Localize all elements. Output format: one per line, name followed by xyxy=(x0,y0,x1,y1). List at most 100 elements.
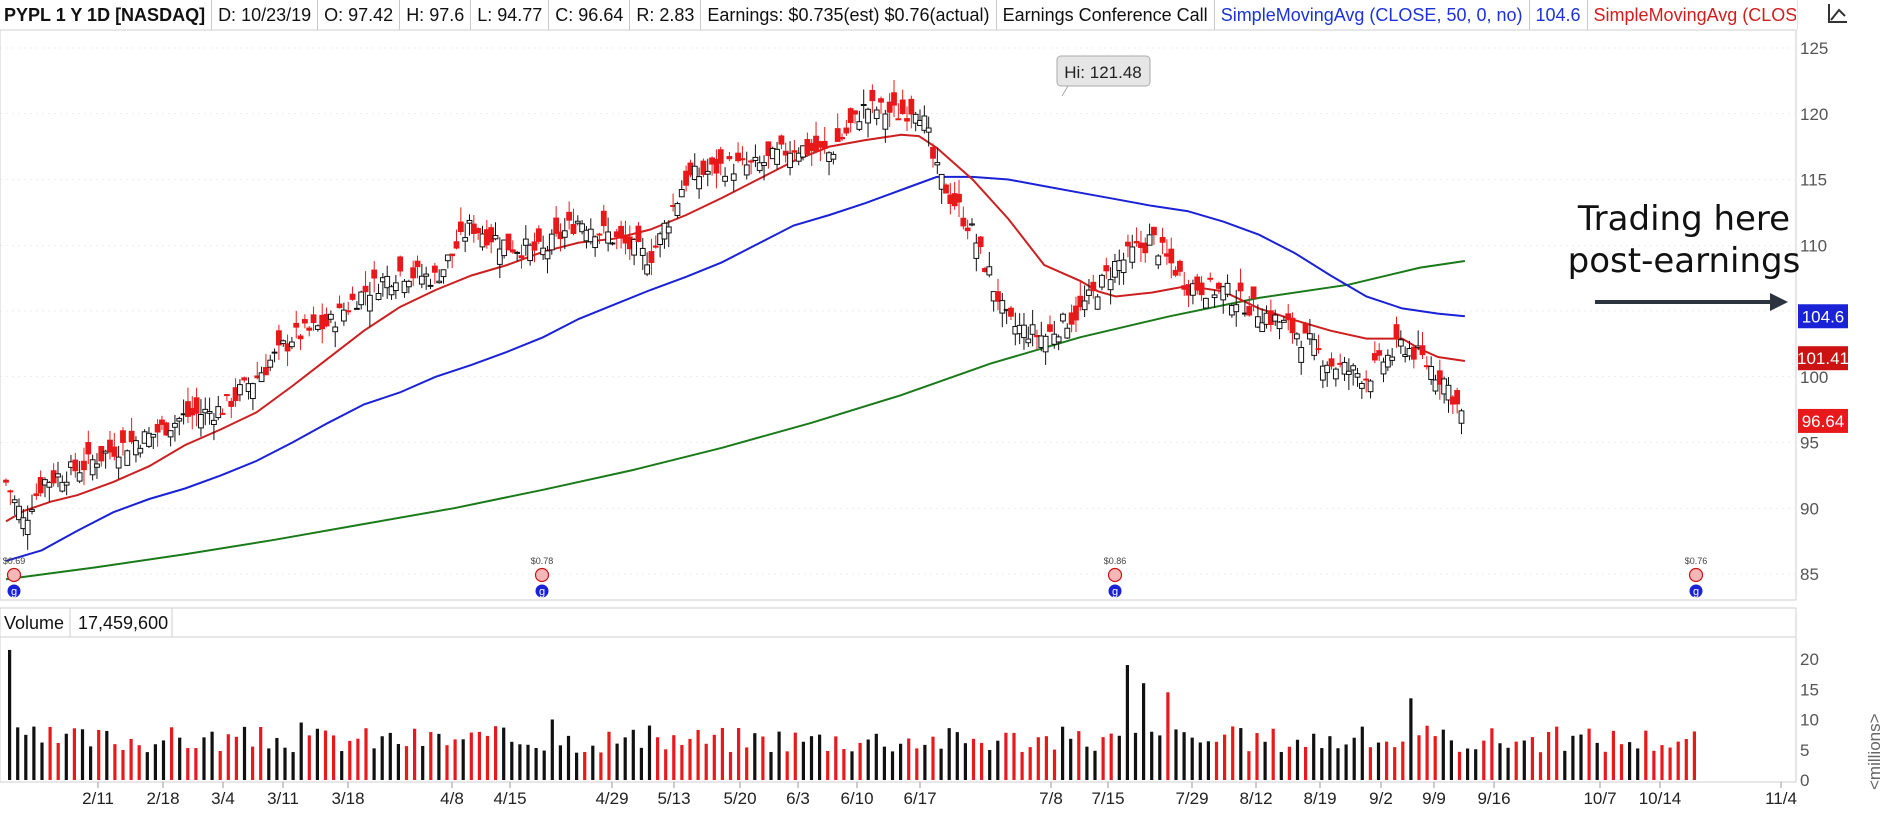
candle-body xyxy=(323,313,330,327)
candle-body xyxy=(198,413,204,429)
volume-bar xyxy=(291,752,295,780)
candle-body xyxy=(146,432,152,447)
volume-bar xyxy=(1506,747,1510,780)
volume-bar xyxy=(1093,750,1097,780)
candle-body xyxy=(847,108,854,124)
candle-body xyxy=(1207,277,1214,280)
volume-bar xyxy=(971,738,976,780)
sma50-label[interactable]: SimpleMovingAvg (CLOSE, 50, 0, no) xyxy=(1220,5,1523,25)
annotation-line-1: Trading here xyxy=(1577,199,1790,239)
date-tick-label: 8/12 xyxy=(1239,789,1272,808)
candle-body xyxy=(821,140,828,149)
volume-bar xyxy=(356,738,360,780)
volume-bar xyxy=(931,736,935,780)
candle-body xyxy=(405,280,412,288)
candle-body xyxy=(496,248,503,265)
candle-body xyxy=(301,319,308,324)
volume-bar xyxy=(1433,736,1437,780)
candle-body xyxy=(1345,370,1352,375)
volume-bar xyxy=(307,735,311,780)
volume-bar xyxy=(315,728,319,780)
candle-body xyxy=(150,433,157,438)
candle-body xyxy=(172,422,178,428)
volume-bar xyxy=(1482,740,1486,780)
conference-call-icon xyxy=(1688,567,1704,583)
volume-bar xyxy=(542,750,546,780)
volume-bar xyxy=(1652,750,1656,780)
price-badge xyxy=(1798,346,1848,371)
volume-bar xyxy=(1619,744,1624,780)
volume-bar xyxy=(1352,737,1356,780)
earnings-markers: $0.69 g $0.78 g $0.86 g $0.76 g xyxy=(3,556,1708,598)
date-tick-label: 10/7 xyxy=(1583,789,1616,808)
volume-bar xyxy=(915,748,919,780)
candle-body xyxy=(938,173,945,190)
candle-body xyxy=(1216,282,1222,289)
candle-body xyxy=(449,253,456,257)
candle-body xyxy=(33,493,40,496)
candle-body xyxy=(869,89,876,102)
candle-body xyxy=(1103,265,1110,272)
candle-body xyxy=(852,110,858,115)
candle-body xyxy=(969,223,975,226)
volume-bar xyxy=(210,731,214,780)
candle-body xyxy=(522,238,529,246)
volume-bar xyxy=(518,744,522,780)
candle-body xyxy=(839,137,845,140)
volume-bar xyxy=(1595,742,1599,780)
candle-body xyxy=(11,499,18,504)
date-tick-label: 10/14 xyxy=(1639,789,1682,808)
high-readout: H: 97.6 xyxy=(400,0,472,30)
earnings-amount: $0.86 xyxy=(1104,556,1127,566)
candle-body xyxy=(397,256,404,272)
volume-bar xyxy=(631,729,635,780)
candle-body xyxy=(856,121,863,130)
candle-body xyxy=(1371,353,1378,361)
volume-bar xyxy=(1028,747,1032,780)
sma-red-label[interactable]: SimpleMovingAvg (CLOSE,... xyxy=(1593,5,1796,25)
price-tick-label: 90 xyxy=(1800,499,1819,518)
candle-body xyxy=(726,156,733,160)
candle-body xyxy=(925,127,932,133)
candle-body xyxy=(908,98,915,115)
candle-body xyxy=(1125,241,1131,247)
date-tick-label: 2/18 xyxy=(146,789,179,808)
earnings-amount: $0.69 xyxy=(3,556,26,566)
candle-body xyxy=(1142,242,1149,254)
volume-bar xyxy=(850,751,854,780)
candle-body xyxy=(1254,316,1261,328)
candle-body xyxy=(1090,281,1097,292)
volume-bar xyxy=(1328,736,1332,780)
volume-bar xyxy=(1223,734,1227,780)
price-tick-label: 85 xyxy=(1800,565,1819,584)
candle-body xyxy=(423,273,430,277)
volume-bar xyxy=(1522,740,1526,780)
volume-bar xyxy=(866,739,870,780)
volume-bar xyxy=(1498,743,1502,780)
candle-body xyxy=(293,322,300,328)
candle-body xyxy=(159,419,165,425)
volume-bar xyxy=(1376,742,1381,780)
earnings-icon xyxy=(1108,584,1122,598)
candle-body xyxy=(878,98,884,103)
volume-bar xyxy=(1287,746,1291,780)
volume-bar xyxy=(1587,728,1591,780)
candle-body xyxy=(683,170,689,186)
volume-bar xyxy=(48,726,52,780)
candle-body xyxy=(384,275,391,289)
price-tick-label: 120 xyxy=(1800,105,1828,124)
volume-bar xyxy=(1344,744,1348,780)
candle-body xyxy=(228,400,235,407)
volume-bar xyxy=(129,738,133,780)
volume-bar xyxy=(1425,725,1429,780)
volume-bar xyxy=(421,745,425,780)
symbol-label[interactable]: PYPL 1 Y 1D [NASDAQ] xyxy=(0,0,213,30)
chart-tools-icon[interactable] xyxy=(1796,0,1884,30)
volume-bar xyxy=(340,751,344,780)
candle-body xyxy=(1064,327,1071,339)
volume-bar xyxy=(1190,737,1194,780)
candle-body xyxy=(1047,324,1053,332)
candle-body xyxy=(457,221,464,233)
volume-bar xyxy=(1101,737,1105,780)
